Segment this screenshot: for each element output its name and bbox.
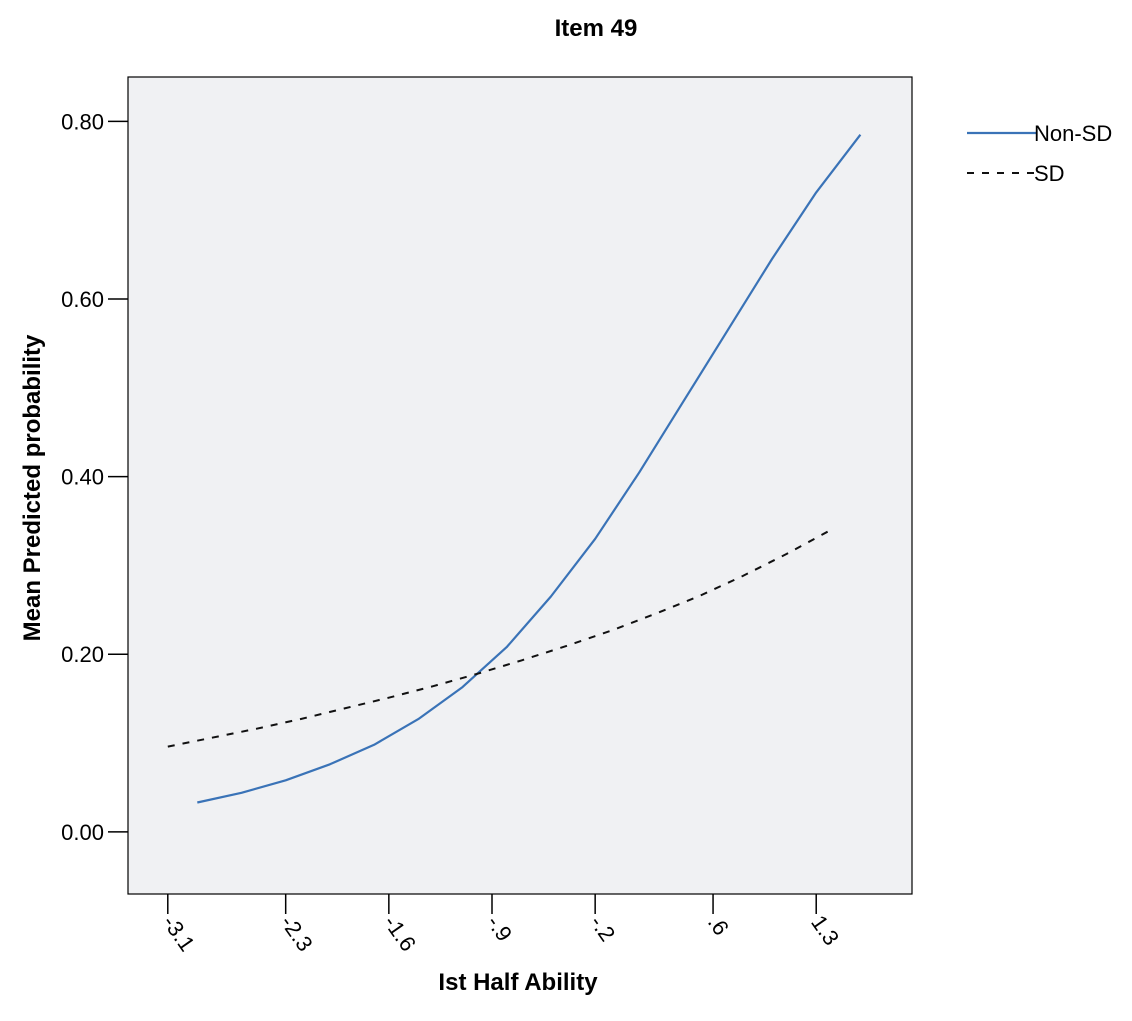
legend-label-non-sd: Non-SD [1034, 121, 1112, 146]
x-tick-label: -.2 [585, 911, 620, 946]
series-layer [167, 134, 862, 804]
y-tick-label: 0.80 [61, 109, 104, 134]
x-tick-label: -3.1 [158, 911, 200, 956]
legend-label-sd: SD [1034, 161, 1065, 186]
x-tick-label: -2.3 [276, 911, 318, 956]
x-axis-title: Ist Half Ability [438, 969, 598, 996]
legend: Non-SD SD [967, 121, 1112, 186]
y-axis: 0.00 0.20 0.40 0.60 0.80 [61, 109, 128, 845]
series-line-non-sd [197, 134, 862, 804]
x-tick-label: -1.6 [379, 911, 421, 956]
x-tick-label: .6 [703, 911, 734, 940]
y-axis-title: Mean Predicted probability [19, 334, 46, 641]
series-line-sd [167, 529, 832, 748]
y-tick-label: 0.00 [61, 820, 104, 845]
y-tick-label: 0.20 [61, 642, 104, 667]
y-tick-label: 0.60 [61, 287, 104, 312]
x-axis: -3.1 -2.3 -1.6 -.9 -.2 .6 1.3 [158, 894, 844, 956]
y-tick-label: 0.40 [61, 465, 104, 490]
x-tick-label: 1.3 [806, 911, 844, 950]
chart-title: Item 49 [555, 15, 638, 42]
x-tick-label: -.9 [482, 911, 517, 946]
plot-area [127, 76, 913, 895]
